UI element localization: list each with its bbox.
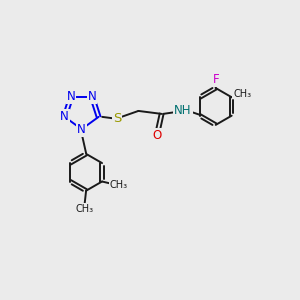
Text: F: F [213,73,220,86]
Text: N: N [88,90,97,104]
Text: O: O [152,129,162,142]
Text: S: S [113,112,121,125]
Text: CH₃: CH₃ [233,89,251,99]
Text: CH₃: CH₃ [76,204,94,214]
Text: N: N [67,90,76,104]
Text: NH: NH [174,104,192,117]
Text: N: N [77,123,86,136]
Text: N: N [60,110,69,123]
Text: CH₃: CH₃ [109,180,128,190]
